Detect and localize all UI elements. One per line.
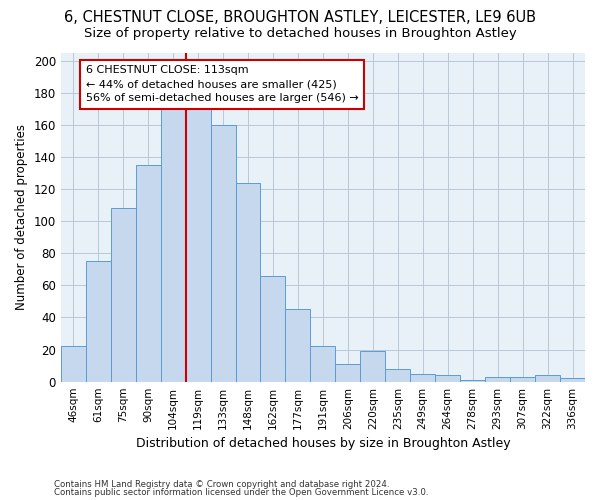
Text: Contains HM Land Registry data © Crown copyright and database right 2024.: Contains HM Land Registry data © Crown c… [54, 480, 389, 489]
Bar [86, 261, 111, 382]
Bar [435, 376, 460, 382]
Bar [286, 310, 310, 382]
Bar [136, 165, 161, 382]
Bar [460, 380, 485, 382]
Text: Size of property relative to detached houses in Broughton Astley: Size of property relative to detached ho… [83, 28, 517, 40]
Bar [535, 376, 560, 382]
Bar [236, 182, 260, 382]
Bar [335, 364, 361, 382]
Bar [361, 351, 385, 382]
Bar [61, 346, 86, 382]
Text: 6, CHESTNUT CLOSE, BROUGHTON ASTLEY, LEICESTER, LE9 6UB: 6, CHESTNUT CLOSE, BROUGHTON ASTLEY, LEI… [64, 10, 536, 25]
X-axis label: Distribution of detached houses by size in Broughton Astley: Distribution of detached houses by size … [136, 437, 510, 450]
Bar [211, 125, 236, 382]
Bar [185, 108, 211, 382]
Bar [485, 377, 510, 382]
Bar [560, 378, 585, 382]
Bar [260, 276, 286, 382]
Bar [111, 208, 136, 382]
Bar [310, 346, 335, 382]
Bar [410, 374, 435, 382]
Bar [510, 377, 535, 382]
Text: 6 CHESTNUT CLOSE: 113sqm
← 44% of detached houses are smaller (425)
56% of semi-: 6 CHESTNUT CLOSE: 113sqm ← 44% of detach… [86, 66, 359, 104]
Bar [385, 369, 410, 382]
Y-axis label: Number of detached properties: Number of detached properties [15, 124, 28, 310]
Bar [161, 108, 185, 382]
Text: Contains public sector information licensed under the Open Government Licence v3: Contains public sector information licen… [54, 488, 428, 497]
